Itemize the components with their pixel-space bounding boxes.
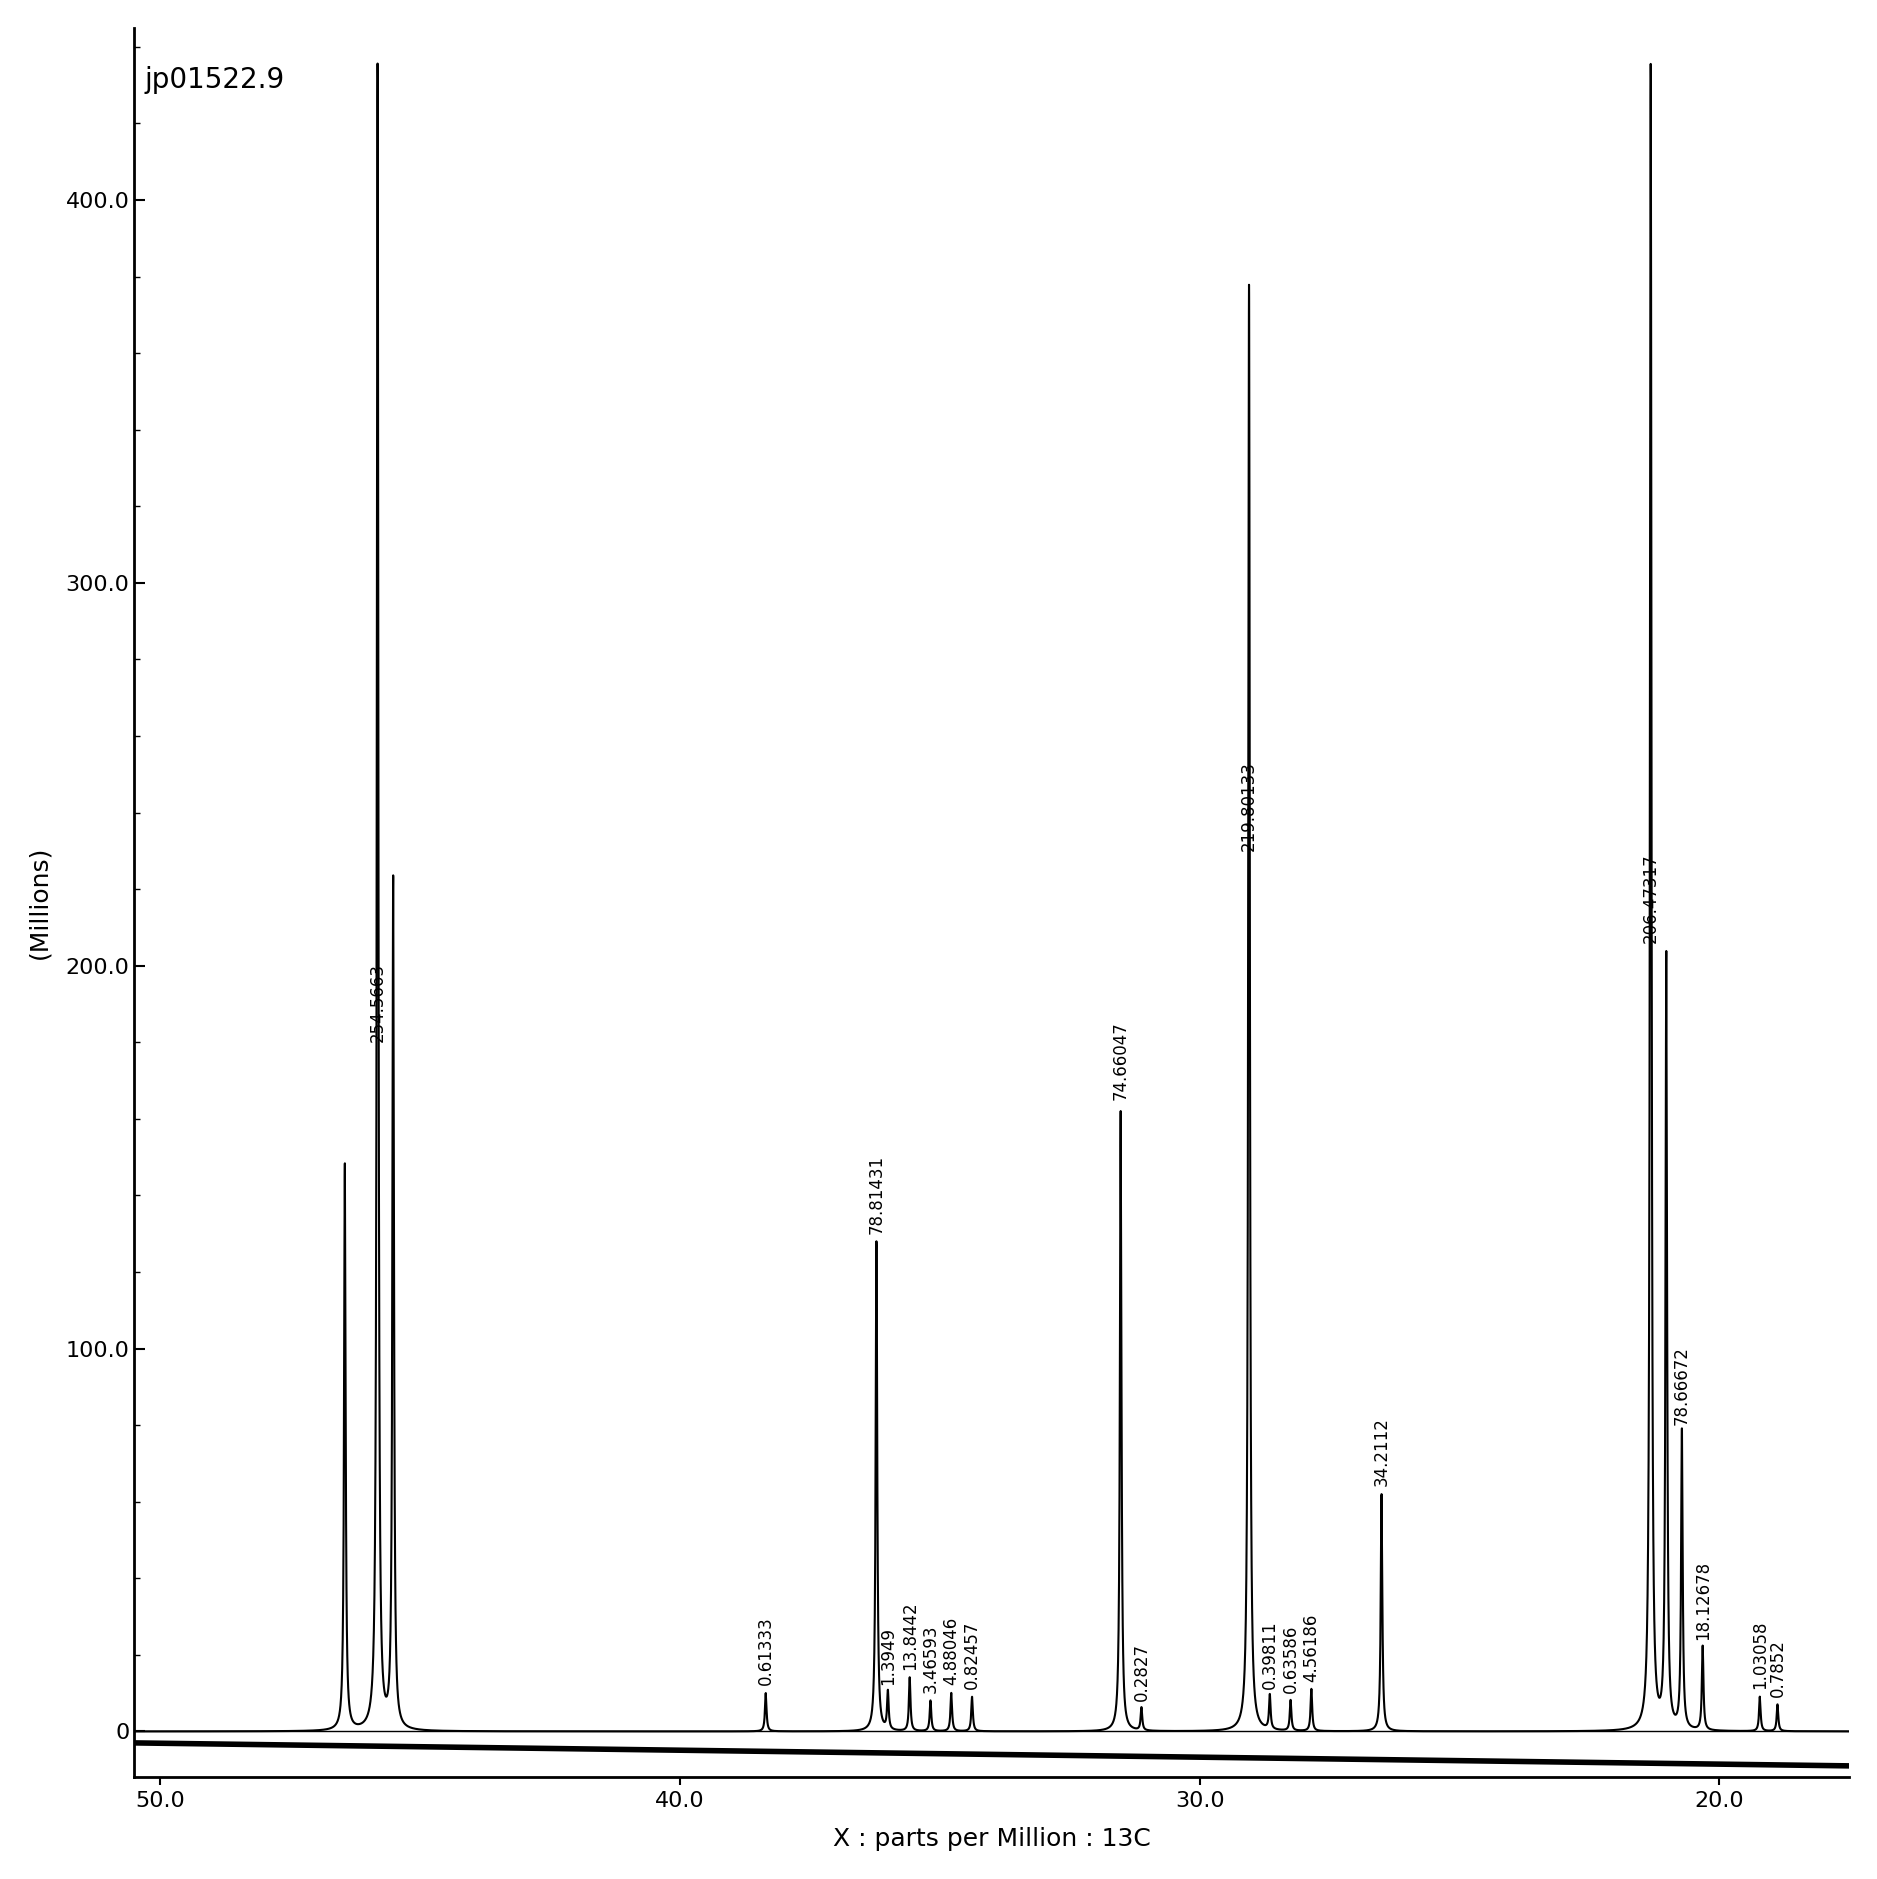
Text: 74.66047: 74.66047: [1111, 1020, 1130, 1099]
Text: 4.88046: 4.88046: [942, 1618, 961, 1685]
Text: 254.5663: 254.5663: [368, 964, 387, 1043]
Text: 0.63586: 0.63586: [1282, 1625, 1299, 1693]
Text: 78.66672: 78.66672: [1672, 1345, 1691, 1424]
Text: 4.56186: 4.56186: [1303, 1614, 1320, 1682]
Text: 34.2112: 34.2112: [1372, 1417, 1391, 1486]
Text: 0.7852: 0.7852: [1768, 1638, 1787, 1697]
Text: 206.47317: 206.47317: [1642, 853, 1659, 943]
Text: 1.03058: 1.03058: [1751, 1622, 1768, 1689]
Text: 0.2827: 0.2827: [1132, 1642, 1151, 1700]
Text: 78.81431: 78.81431: [867, 1154, 886, 1235]
Text: 18.12678: 18.12678: [1693, 1560, 1712, 1640]
X-axis label: X : parts per Million : 13C: X : parts per Million : 13C: [833, 1826, 1151, 1851]
Text: 219.80133: 219.80133: [1241, 761, 1258, 851]
Text: 0.82457: 0.82457: [963, 1622, 982, 1689]
Text: 0.61333: 0.61333: [756, 1616, 775, 1685]
Text: 0.39811: 0.39811: [1261, 1622, 1278, 1689]
Y-axis label: (Millions): (Millions): [28, 846, 53, 960]
Text: jp01522.9: jp01522.9: [145, 66, 285, 94]
Text: 3.46593: 3.46593: [922, 1625, 940, 1693]
Text: 13.8442: 13.8442: [901, 1601, 918, 1670]
Text: 1.3949: 1.3949: [878, 1627, 897, 1685]
